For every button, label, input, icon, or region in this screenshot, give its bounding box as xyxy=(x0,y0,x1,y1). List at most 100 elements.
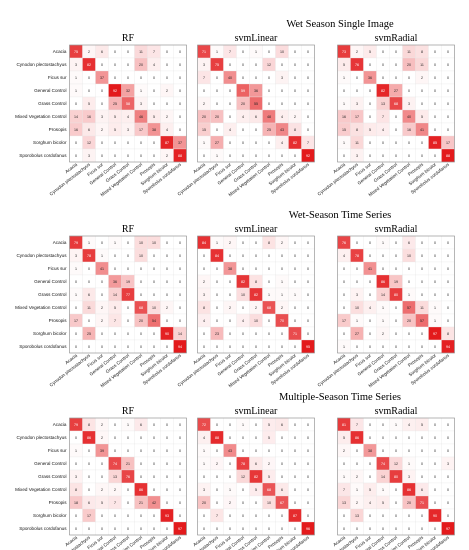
matrix-frame xyxy=(69,235,187,354)
cell-value: 1 xyxy=(268,293,270,297)
cell-value: 0 xyxy=(179,102,181,106)
cell-value: 3 xyxy=(356,102,358,106)
cell-value: 0 xyxy=(268,514,270,518)
cell-value: 11 xyxy=(139,50,143,54)
cell-value: 10 xyxy=(254,319,258,323)
cell-value: 0 xyxy=(447,254,449,258)
confusion-matrix-rf: RF Acacia Cynodon plectostachyus Ficus sur G… xyxy=(15,33,187,197)
cell-value: 2 xyxy=(356,475,358,479)
cell-value: 0 xyxy=(75,332,77,336)
cell-value: 4 xyxy=(229,128,231,132)
cell-value: 11 xyxy=(407,50,411,54)
cell-value: 7 xyxy=(203,76,205,80)
cell-value: 0 xyxy=(447,488,449,492)
cell-value: 0 xyxy=(343,306,345,310)
cell-value: 1 xyxy=(343,475,345,479)
cell-value: 0 xyxy=(166,462,168,466)
cell-value: 0 xyxy=(268,527,270,531)
cell-value: 36 xyxy=(254,89,258,93)
cell-value: 85 xyxy=(433,141,437,145)
cell-value: 0 xyxy=(153,449,155,453)
cell-value: 0 xyxy=(114,50,116,54)
cell-value: 0 xyxy=(395,449,397,453)
cell-value: 0 xyxy=(229,514,231,518)
cell-value: 5 xyxy=(421,115,423,119)
cell-value: 0 xyxy=(203,514,205,518)
cell-value: 0 xyxy=(153,254,155,258)
cell-value: 0 xyxy=(153,488,155,492)
cell-value: 0 xyxy=(140,436,142,440)
cell-value: 0 xyxy=(255,241,257,245)
cell-value: 14 xyxy=(381,475,385,479)
cell-value: 0 xyxy=(114,423,116,427)
cell-value: 0 xyxy=(153,267,155,271)
cell-value: 17 xyxy=(355,115,359,119)
cell-value: 0 xyxy=(229,154,231,158)
cell-value: 7 xyxy=(382,115,384,119)
cell-value: 84 xyxy=(215,254,219,258)
cell-value: 2 xyxy=(101,488,103,492)
cell-value: 3 xyxy=(356,154,358,158)
cell-value: 0 xyxy=(294,254,296,258)
cell-value: 21 xyxy=(126,462,130,466)
cell-value: 20 xyxy=(407,501,411,505)
cell-value: 3 xyxy=(281,76,283,80)
cell-value: 2 xyxy=(294,115,296,119)
cell-value: 10 xyxy=(152,306,156,310)
cell-value: 57 xyxy=(420,319,424,323)
cell-value: 0 xyxy=(127,488,129,492)
cell-value: 0 xyxy=(356,267,358,271)
cell-value: 0 xyxy=(281,449,283,453)
cell-value: 0 xyxy=(203,475,205,479)
cell-value: 0 xyxy=(343,293,345,297)
cell-value: 2 xyxy=(101,128,103,132)
cell-value: 86 xyxy=(381,280,385,284)
cell-value: 0 xyxy=(356,449,358,453)
cell-value: 79 xyxy=(74,241,78,245)
cell-value: 0 xyxy=(447,102,449,106)
cell-value: 13 xyxy=(381,102,385,106)
matrix-frame xyxy=(337,44,455,163)
cell-value: 0 xyxy=(242,449,244,453)
cell-value: 0 xyxy=(127,319,129,323)
cell-value: 0 xyxy=(369,319,371,323)
cell-value: 43 xyxy=(280,128,284,132)
cell-value: 0 xyxy=(434,345,436,349)
cell-value: 96 xyxy=(306,527,310,531)
confusion-matrix-rf: RF Acacia Cynodon plectostachyus Ficus sur G… xyxy=(15,224,187,388)
cell-value: 0 xyxy=(343,462,345,466)
cell-value: 0 xyxy=(294,63,296,67)
section-title: Wet Season Single Image xyxy=(286,19,394,30)
cell-value: 4 xyxy=(203,436,205,440)
cell-value: 0 xyxy=(203,527,205,531)
cell-value: 25 xyxy=(267,128,271,132)
cell-value: 0 xyxy=(127,306,129,310)
cell-value: 2 xyxy=(268,462,270,466)
cell-value: 5 xyxy=(369,488,371,492)
cell-value: 0 xyxy=(447,63,449,67)
cell-value: 0 xyxy=(281,267,283,271)
cell-value: 0 xyxy=(421,449,423,453)
cell-value: 1 xyxy=(75,89,77,93)
cell-value: 0 xyxy=(434,76,436,80)
cell-value: 0 xyxy=(408,267,410,271)
cell-value: 4 xyxy=(382,128,384,132)
cell-value: 0 xyxy=(369,102,371,106)
cell-value: 0 xyxy=(395,527,397,531)
cell-value: 17 xyxy=(74,319,78,323)
cell-value: 0 xyxy=(140,76,142,80)
cell-value: 0 xyxy=(268,280,270,284)
cell-value: 1 xyxy=(343,141,345,145)
cell-value: 71 xyxy=(420,501,424,505)
cell-value: 0 xyxy=(369,154,371,158)
cell-value: 0 xyxy=(114,436,116,440)
cell-value: 2 xyxy=(166,115,168,119)
cell-value: 0 xyxy=(242,76,244,80)
cell-value: 19 xyxy=(394,280,398,284)
cell-value: 0 xyxy=(447,50,449,54)
cell-value: 87 xyxy=(165,141,169,145)
cell-value: 41 xyxy=(368,267,372,271)
cell-value: 0 xyxy=(395,267,397,271)
cell-value: 0 xyxy=(114,514,116,518)
